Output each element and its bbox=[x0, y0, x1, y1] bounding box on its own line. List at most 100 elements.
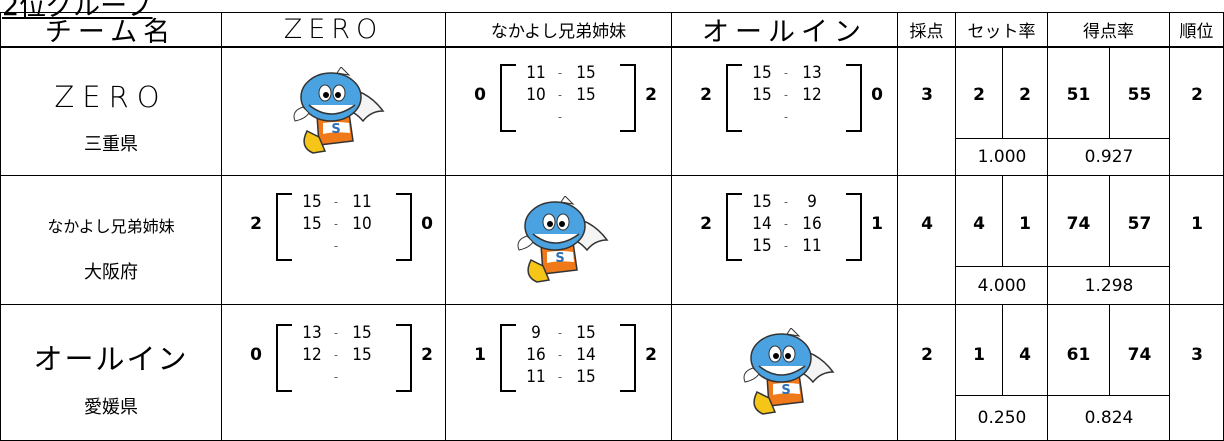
sets-left: 2 bbox=[250, 213, 262, 234]
sub-divider bbox=[1048, 395, 1170, 396]
game-score: 15 bbox=[576, 63, 596, 84]
header-cell: チーム名 bbox=[0, 12, 222, 48]
table-cell: 1 2-9 15-16 14-11 15 bbox=[446, 305, 672, 441]
bracket-right bbox=[620, 64, 636, 133]
game-dash: - bbox=[558, 110, 562, 124]
table-cell: 0 2-11 15-10 15- bbox=[446, 48, 672, 176]
game-score: 15 bbox=[302, 191, 322, 212]
sets-right: 0 bbox=[871, 85, 883, 106]
rank: 2 bbox=[1191, 85, 1203, 106]
sets-right: 2 bbox=[645, 345, 657, 366]
game-score: 9 bbox=[807, 191, 817, 212]
sets-right: 2 bbox=[421, 345, 433, 366]
prefecture: 愛媛県 bbox=[84, 396, 138, 418]
sets-against: 4 bbox=[1019, 345, 1031, 366]
game-dash: - bbox=[558, 348, 562, 362]
sub-divider bbox=[1002, 176, 1003, 266]
game-score: 15 bbox=[352, 323, 372, 344]
team-name: ZERO bbox=[54, 79, 168, 114]
game-dash: - bbox=[334, 217, 338, 231]
mascot: S bbox=[279, 66, 389, 157]
table-cell: 61 74 0.824 bbox=[1048, 305, 1170, 441]
sets-left: 0 bbox=[474, 85, 486, 106]
sets-right: 1 bbox=[871, 213, 883, 234]
sets-for: 4 bbox=[973, 213, 985, 234]
table-cell: 51 55 0.927 bbox=[1048, 48, 1170, 176]
sets-rate: 4.000 bbox=[977, 275, 1027, 296]
table-cell: 2 bbox=[898, 305, 956, 441]
sub-divider bbox=[956, 395, 1048, 396]
sets-left: 2 bbox=[700, 85, 712, 106]
bracket-left bbox=[276, 324, 292, 393]
game-dash: - bbox=[558, 370, 562, 384]
svg-text:S: S bbox=[331, 122, 340, 137]
sub-divider bbox=[956, 138, 1048, 139]
points-rate: 0.824 bbox=[1084, 408, 1134, 428]
game-score: 15 bbox=[302, 213, 322, 234]
sub-divider bbox=[1048, 138, 1170, 139]
table-cell: 2 0-15 13-15 12- bbox=[672, 48, 898, 176]
game-dash: - bbox=[784, 88, 788, 102]
game-score: 11 bbox=[802, 235, 822, 256]
game-score: 15 bbox=[752, 235, 772, 256]
mascot: S bbox=[729, 327, 839, 418]
team-name: オールイン bbox=[33, 341, 189, 376]
header-cell: なかよし兄弟姉妹 bbox=[446, 12, 672, 48]
bracket-left bbox=[726, 192, 742, 261]
points-against: 74 bbox=[1127, 345, 1152, 366]
game-score: 12 bbox=[302, 345, 322, 366]
bracket-right bbox=[846, 64, 862, 133]
points-against: 57 bbox=[1127, 213, 1152, 234]
header-cell: 得点率 bbox=[1048, 12, 1170, 48]
game-score: 15 bbox=[576, 85, 596, 106]
svg-text:S: S bbox=[555, 251, 564, 266]
sub-divider bbox=[1048, 266, 1170, 267]
bracket-right bbox=[846, 192, 862, 261]
sets-for: 1 bbox=[973, 345, 985, 366]
table-cell: 2 0-15 11-15 10- bbox=[222, 176, 446, 305]
score: 2 bbox=[921, 345, 933, 366]
bracket-right bbox=[620, 324, 636, 393]
game-dash: - bbox=[784, 239, 788, 253]
game-dash: - bbox=[784, 195, 788, 209]
sets-left: 2 bbox=[700, 213, 712, 234]
game-score: 14 bbox=[576, 345, 596, 366]
sets-rate: 0.250 bbox=[977, 408, 1027, 428]
points-rate: 0.927 bbox=[1084, 147, 1134, 167]
table-cell: 4 1 4.000 bbox=[956, 176, 1048, 305]
rank: 1 bbox=[1191, 213, 1203, 234]
game-dash: - bbox=[784, 217, 788, 231]
score: 4 bbox=[921, 213, 933, 234]
points-for: 61 bbox=[1066, 345, 1091, 366]
table-cell: 1 bbox=[1170, 176, 1224, 305]
sets-right: 2 bbox=[645, 85, 657, 106]
game-score: 15 bbox=[752, 191, 772, 212]
bracket-left bbox=[726, 64, 742, 133]
sub-divider bbox=[1002, 305, 1003, 395]
table-cell: S bbox=[222, 48, 446, 176]
game-score: 11 bbox=[526, 63, 546, 84]
table-cell: オールイン 愛媛県 bbox=[0, 305, 222, 441]
table-cell: 0 2-13 15-12 15- bbox=[222, 305, 446, 441]
table-cell: 3 bbox=[1170, 305, 1224, 441]
game-dash: - bbox=[334, 195, 338, 209]
score: 3 bbox=[921, 85, 933, 106]
bracket-right bbox=[396, 324, 412, 393]
table-top-border bbox=[0, 12, 1224, 13]
sets-rate: 1.000 bbox=[977, 147, 1027, 167]
game-dash: - bbox=[784, 66, 788, 80]
bracket-left bbox=[500, 324, 516, 393]
bracket-right bbox=[396, 192, 412, 261]
table-cell: 2 1-15 9-14 16-15 11 bbox=[672, 176, 898, 305]
table-cell: 4 bbox=[898, 176, 956, 305]
game-dash: - bbox=[558, 88, 562, 102]
game-score: 15 bbox=[752, 85, 772, 106]
game-dash: - bbox=[334, 239, 338, 253]
team-name: なかよし兄弟姉妹 bbox=[47, 217, 175, 237]
table-cell: S bbox=[446, 176, 672, 305]
game-score: 11 bbox=[352, 191, 372, 212]
sub-divider bbox=[1109, 48, 1110, 138]
table-cell: ZERO 三重県 bbox=[0, 48, 222, 176]
bracket-left bbox=[276, 192, 292, 261]
